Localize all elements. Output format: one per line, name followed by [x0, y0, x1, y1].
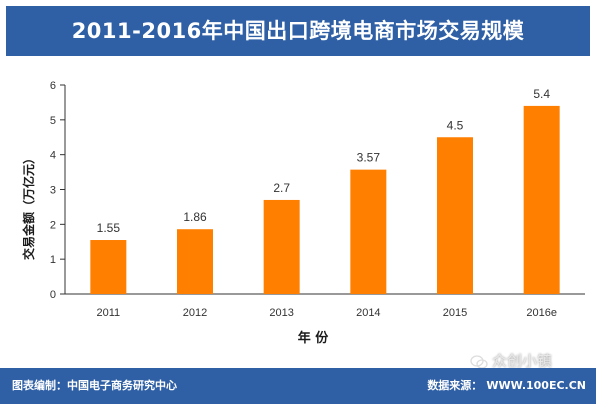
y-tick-label: 2 — [50, 219, 56, 231]
x-axis-title: 年 份 — [298, 330, 330, 346]
bar — [177, 229, 213, 294]
bars — [90, 105, 560, 295]
bar — [350, 169, 387, 294]
x-axis: 2011 2012 2013 2014 2015 2016e — [65, 293, 585, 319]
y-tick-label: 6 — [50, 80, 56, 92]
y-tick-label: 5 — [50, 115, 56, 127]
x-tick-label: 2011 — [97, 307, 121, 319]
data-label: 1.86 — [183, 210, 207, 224]
y-tick-label: 1 — [50, 254, 56, 266]
data-label: 5.4 — [533, 87, 550, 101]
x-tick-label: 2013 — [269, 307, 293, 319]
data-label: 2.7 — [273, 181, 290, 195]
y-tick-label: 4 — [50, 150, 56, 162]
watermark: 众创小镇 — [470, 350, 552, 371]
page-title: 2011-2016年中国出口跨境电商市场交易规模 — [6, 6, 590, 56]
data-source-label: 数据来源： — [427, 379, 483, 392]
bar — [437, 137, 473, 294]
data-label: 3.57 — [357, 151, 381, 165]
chart-compiler-credit: 图表编制：中国电子商务研究中心 — [12, 379, 177, 392]
wechat-icon — [470, 354, 488, 369]
data-label: 1.55 — [97, 221, 121, 235]
y-tick-label: 0 — [50, 289, 56, 301]
watermark-text: 众创小镇 — [492, 352, 553, 370]
bar — [90, 240, 127, 294]
data-source: 数据来源： WWW.100EC.CN — [427, 377, 586, 393]
data-label: 4.5 — [447, 118, 464, 132]
bar — [523, 105, 560, 295]
x-tick-label: 2015 — [443, 307, 467, 319]
x-tick-label: 2016e — [526, 307, 557, 319]
x-tick-label: 2014 — [356, 307, 380, 319]
bar — [263, 199, 300, 294]
footer-bar: 图表编制：中国电子商务研究中心 数据来源： WWW.100EC.CN — [0, 368, 596, 404]
data-source-url: WWW.100EC.CN — [486, 379, 586, 392]
y-tick-label: 3 — [50, 185, 56, 197]
y-axis: 0 1 2 3 4 5 6 — [50, 80, 66, 301]
x-tick-label: 2012 — [183, 307, 207, 319]
y-axis-title: 交易金额（万亿元） — [21, 152, 36, 260]
data-labels: 1.55 1.86 2.7 3.57 4.5 5.4 — [97, 87, 551, 235]
